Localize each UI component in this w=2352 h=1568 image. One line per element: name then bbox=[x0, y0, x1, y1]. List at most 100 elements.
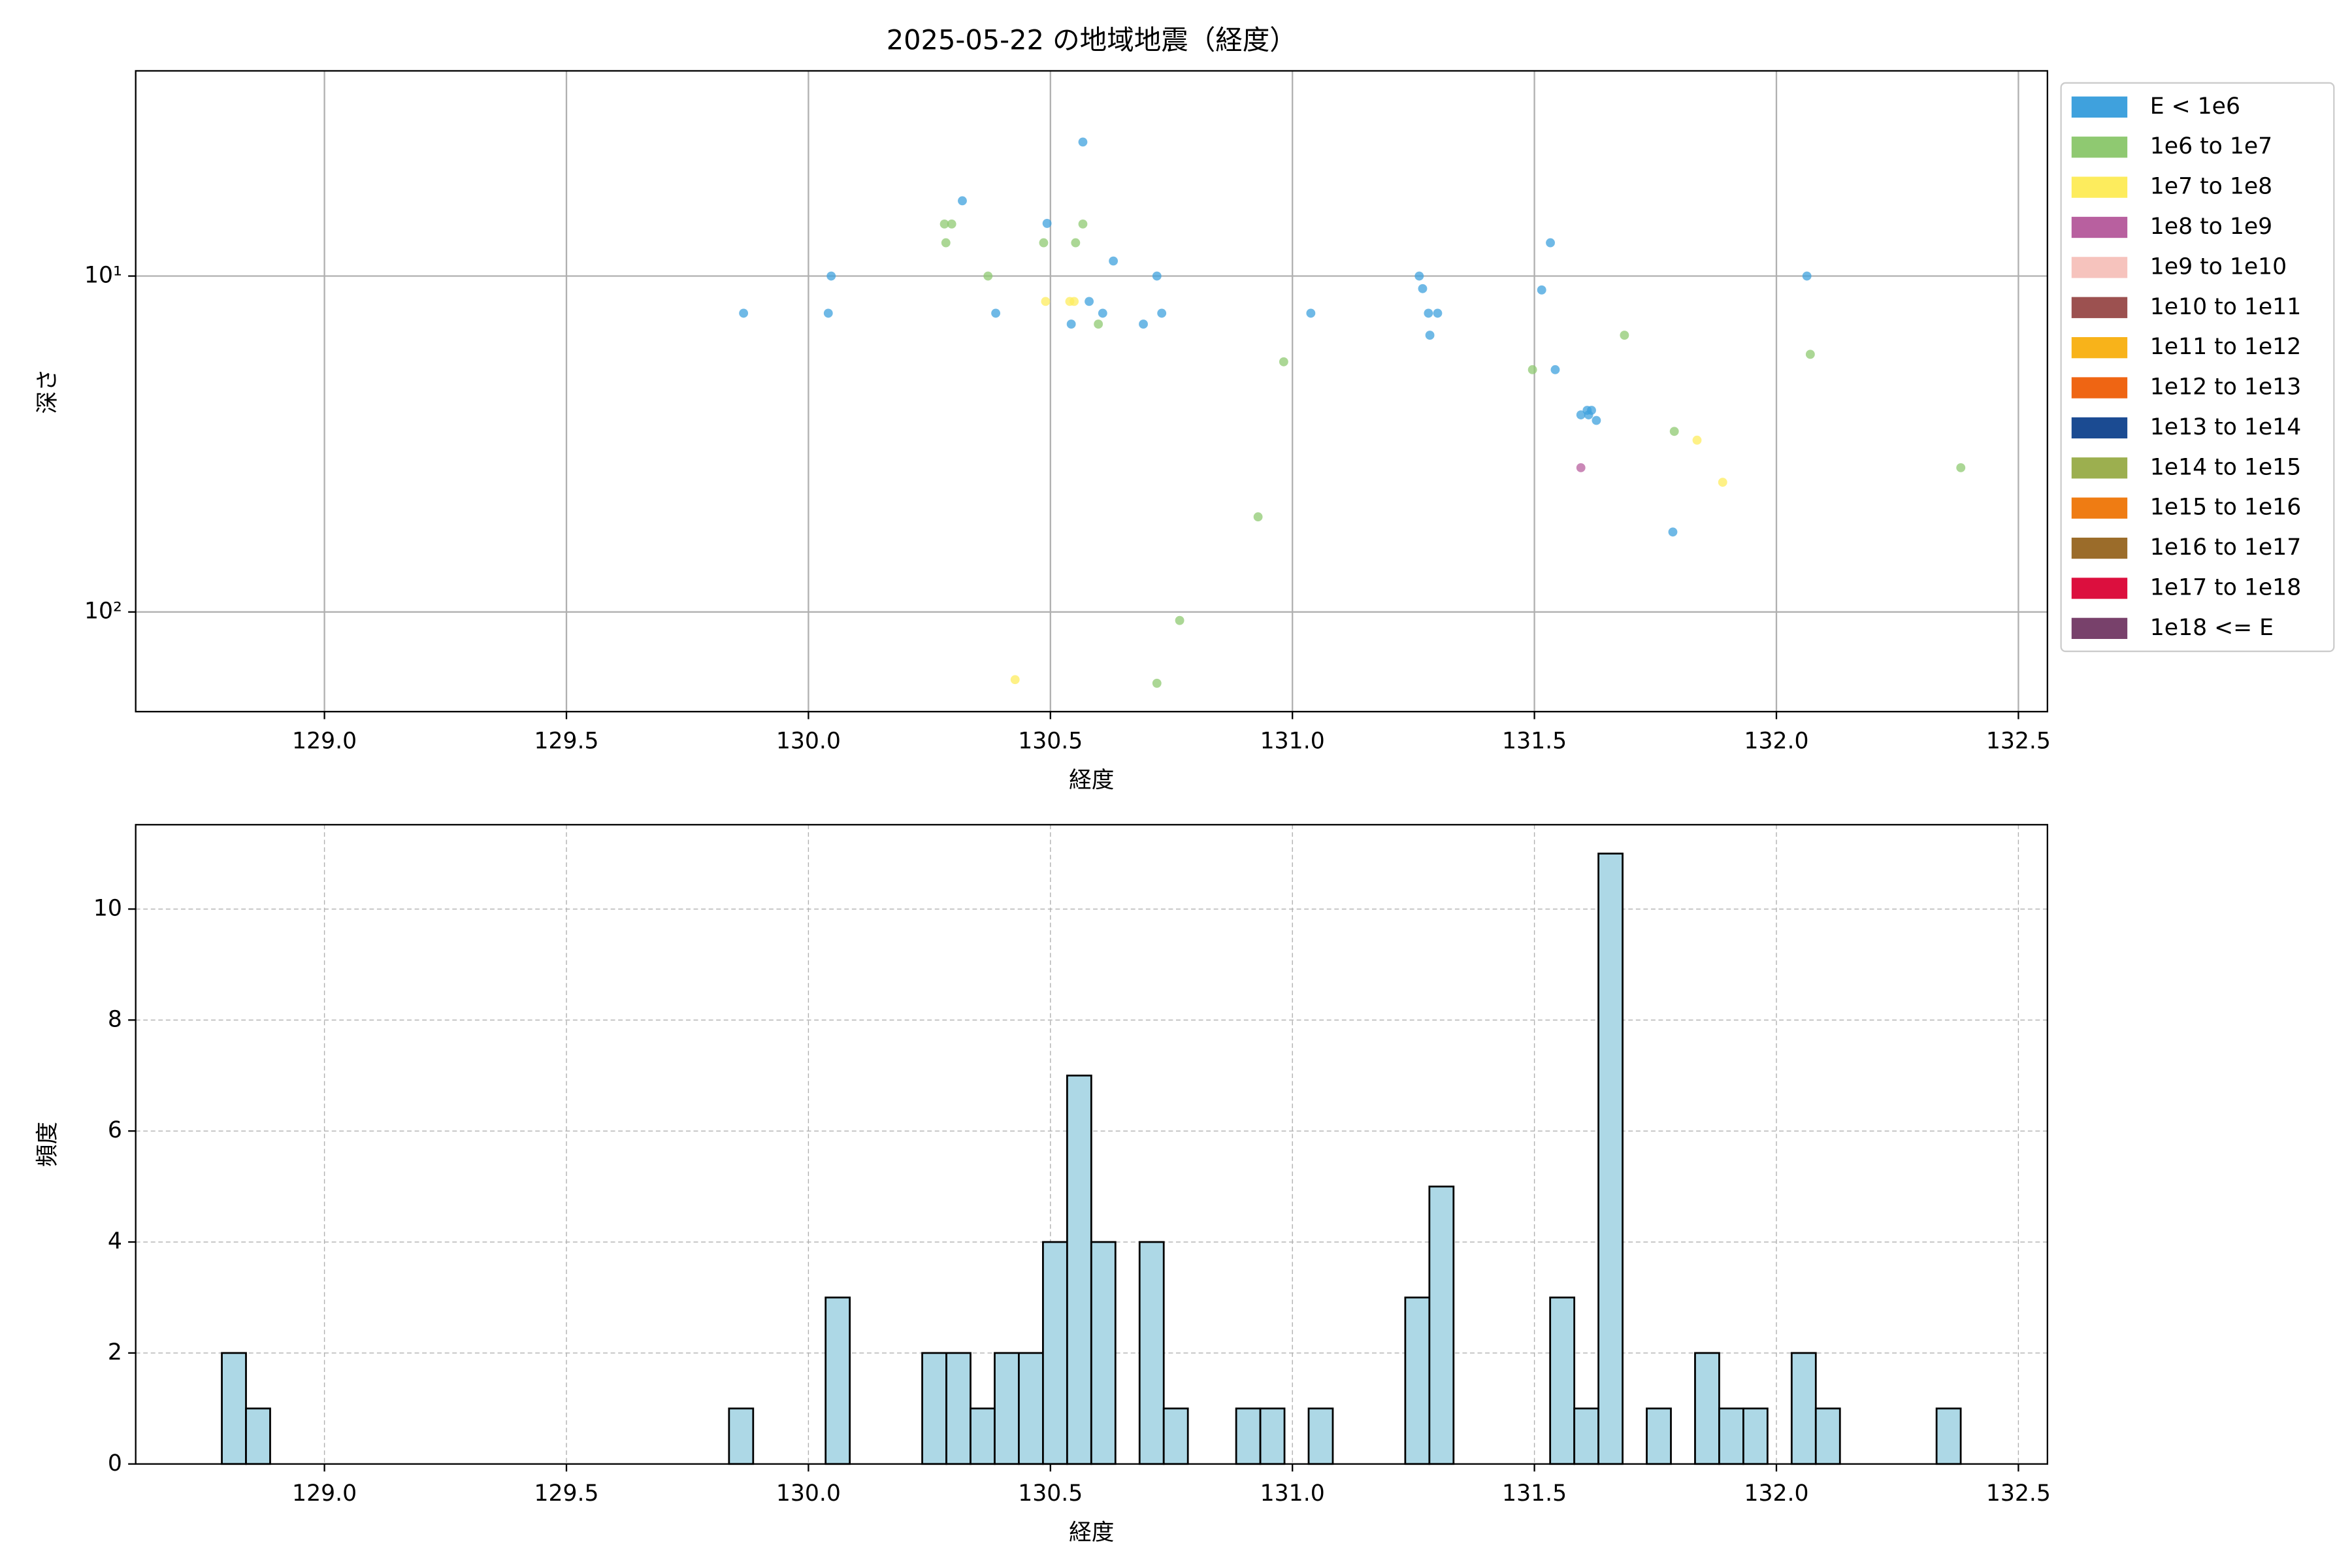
x-tick-label: 131.0 bbox=[1260, 728, 1325, 754]
x-tick-label: 130.5 bbox=[1018, 1480, 1083, 1507]
point bbox=[1537, 285, 1546, 295]
point bbox=[1592, 416, 1601, 425]
legend-swatch bbox=[2071, 537, 2128, 559]
bar bbox=[1018, 1352, 1044, 1465]
point bbox=[1152, 678, 1162, 688]
bar bbox=[825, 1296, 851, 1465]
legend-swatch bbox=[2071, 578, 2128, 599]
bar bbox=[1066, 1074, 1092, 1465]
point bbox=[739, 308, 749, 318]
bar bbox=[1307, 1407, 1334, 1465]
x-tick-label: 130.0 bbox=[776, 728, 841, 754]
x-tick-label: 132.0 bbox=[1744, 728, 1808, 754]
point bbox=[1078, 137, 1088, 147]
y-tick-label: 2 bbox=[108, 1339, 122, 1365]
point bbox=[1424, 308, 1433, 318]
bar bbox=[1646, 1407, 1672, 1465]
y-tick-label: 8 bbox=[108, 1006, 122, 1032]
point bbox=[1139, 319, 1148, 329]
legend-label: 1e14 to 1e15 bbox=[2150, 454, 2301, 480]
legend-label: 1e10 to 1e11 bbox=[2150, 294, 2301, 320]
point bbox=[991, 308, 1001, 318]
point bbox=[1253, 512, 1263, 522]
legend-swatch bbox=[2071, 617, 2128, 639]
point bbox=[1085, 297, 1094, 306]
x-tick-label: 129.5 bbox=[534, 1480, 598, 1507]
point bbox=[941, 238, 951, 248]
x-tick-label: 132.5 bbox=[1986, 728, 2051, 754]
point bbox=[983, 271, 993, 281]
bar bbox=[728, 1407, 755, 1465]
x-tick-label: 129.0 bbox=[292, 1480, 357, 1507]
bar bbox=[1404, 1296, 1431, 1465]
y-axis-label: 頻度 bbox=[35, 1122, 61, 1167]
y-tick-label: 10¹ bbox=[84, 263, 122, 289]
point bbox=[1042, 219, 1052, 228]
point bbox=[1527, 365, 1537, 374]
point bbox=[1070, 297, 1079, 306]
bar bbox=[1814, 1407, 1841, 1465]
legend-swatch bbox=[2071, 417, 2128, 439]
point bbox=[1094, 319, 1103, 329]
axes-frame bbox=[135, 70, 2048, 713]
point bbox=[1039, 238, 1049, 248]
point bbox=[1692, 435, 1702, 445]
x-tick-label: 129.0 bbox=[292, 728, 357, 754]
point bbox=[1078, 219, 1088, 229]
legend-swatch bbox=[2071, 176, 2128, 198]
legend-label: 1e8 to 1e9 bbox=[2150, 214, 2272, 240]
legend-swatch bbox=[2071, 96, 2128, 118]
point bbox=[939, 219, 949, 229]
point bbox=[1546, 238, 1555, 248]
point bbox=[1152, 271, 1162, 281]
point bbox=[1425, 331, 1435, 340]
point bbox=[1010, 675, 1020, 685]
point bbox=[1098, 308, 1107, 318]
x-tick-label: 131.5 bbox=[1502, 728, 1567, 754]
bar bbox=[1428, 1185, 1455, 1465]
legend-label: 1e15 to 1e16 bbox=[2150, 495, 2301, 521]
point bbox=[1668, 527, 1678, 537]
legend-swatch bbox=[2071, 497, 2128, 519]
bar bbox=[1935, 1407, 1962, 1465]
point bbox=[1433, 308, 1443, 318]
x-axis-label: 経度 bbox=[1069, 1520, 1114, 1546]
point bbox=[1550, 365, 1560, 374]
point bbox=[826, 271, 836, 281]
legend-label: 1e18 <= E bbox=[2150, 615, 2274, 641]
legend-label: 1e11 to 1e12 bbox=[2150, 334, 2301, 360]
legend-swatch bbox=[2071, 137, 2128, 158]
bar bbox=[1694, 1352, 1720, 1465]
chart-title: 2025-05-22 の地域地震（経度） bbox=[887, 24, 1297, 56]
point bbox=[1157, 308, 1167, 318]
x-tick-label: 131.0 bbox=[1260, 1480, 1325, 1507]
bar bbox=[945, 1352, 972, 1465]
y-tick-label: 6 bbox=[108, 1117, 122, 1143]
legend-swatch bbox=[2071, 377, 2128, 399]
bar bbox=[1138, 1241, 1165, 1465]
bar bbox=[1162, 1407, 1189, 1465]
point bbox=[958, 196, 967, 206]
y-tick-label: 0 bbox=[108, 1450, 122, 1477]
bar bbox=[221, 1352, 247, 1465]
point bbox=[1576, 463, 1586, 472]
bar bbox=[1259, 1407, 1286, 1465]
bar bbox=[1042, 1241, 1068, 1465]
legend-swatch bbox=[2071, 337, 2128, 359]
y-tick-label: 10 bbox=[93, 895, 122, 921]
bar bbox=[1549, 1296, 1576, 1465]
point bbox=[1620, 331, 1629, 340]
legend-label: 1e9 to 1e10 bbox=[2150, 253, 2287, 280]
point bbox=[1306, 308, 1316, 318]
legend-label: 1e12 to 1e13 bbox=[2150, 374, 2301, 400]
point bbox=[1279, 357, 1288, 367]
bar bbox=[1718, 1407, 1744, 1465]
bar bbox=[921, 1352, 947, 1465]
y-tick-label: 4 bbox=[108, 1228, 122, 1254]
point bbox=[823, 308, 833, 318]
bar bbox=[994, 1352, 1020, 1465]
legend-label: 1e7 to 1e8 bbox=[2150, 174, 2272, 200]
